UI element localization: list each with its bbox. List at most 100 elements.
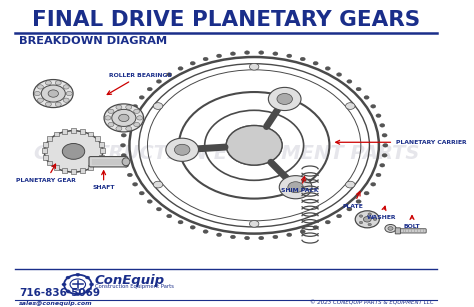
Circle shape: [55, 81, 61, 85]
Circle shape: [313, 61, 318, 65]
Circle shape: [380, 123, 385, 127]
Circle shape: [259, 236, 264, 240]
Ellipse shape: [122, 158, 130, 166]
Circle shape: [153, 103, 163, 109]
Circle shape: [388, 227, 393, 230]
Circle shape: [371, 104, 376, 108]
Circle shape: [380, 163, 385, 167]
Circle shape: [325, 220, 330, 224]
Circle shape: [108, 109, 114, 113]
FancyBboxPatch shape: [47, 161, 53, 165]
Circle shape: [134, 109, 140, 113]
Circle shape: [259, 51, 264, 54]
FancyBboxPatch shape: [95, 161, 100, 165]
Circle shape: [167, 214, 172, 218]
FancyBboxPatch shape: [99, 155, 104, 160]
Circle shape: [347, 80, 352, 83]
Circle shape: [55, 102, 61, 107]
Circle shape: [382, 154, 387, 157]
Circle shape: [300, 57, 305, 61]
Circle shape: [190, 61, 195, 65]
FancyBboxPatch shape: [95, 136, 100, 141]
Circle shape: [268, 87, 301, 111]
Circle shape: [364, 95, 369, 99]
Text: SHAFT: SHAFT: [92, 171, 115, 190]
Circle shape: [273, 235, 278, 239]
Circle shape: [64, 275, 91, 294]
FancyBboxPatch shape: [99, 142, 104, 147]
Circle shape: [34, 80, 73, 107]
Circle shape: [123, 163, 128, 167]
Circle shape: [325, 67, 330, 70]
Circle shape: [35, 91, 40, 96]
FancyBboxPatch shape: [43, 142, 48, 147]
Circle shape: [48, 90, 58, 97]
Circle shape: [112, 109, 136, 126]
Circle shape: [139, 95, 144, 99]
Circle shape: [126, 126, 132, 131]
FancyBboxPatch shape: [80, 129, 85, 134]
Circle shape: [364, 216, 371, 222]
Circle shape: [355, 211, 379, 228]
Circle shape: [382, 134, 387, 137]
FancyBboxPatch shape: [42, 148, 47, 153]
FancyBboxPatch shape: [397, 229, 426, 233]
Circle shape: [76, 293, 80, 296]
Circle shape: [277, 93, 292, 104]
Circle shape: [116, 105, 122, 109]
Text: PLANETARY CARRIER: PLANETARY CARRIER: [336, 140, 467, 145]
Circle shape: [190, 226, 195, 229]
FancyBboxPatch shape: [47, 136, 53, 141]
Text: 716-836-5069: 716-836-5069: [19, 288, 100, 298]
Circle shape: [127, 114, 132, 118]
Circle shape: [287, 54, 292, 58]
Circle shape: [46, 81, 51, 85]
Circle shape: [121, 154, 127, 157]
Circle shape: [167, 73, 172, 76]
Text: ROLLER BEARINGS: ROLLER BEARINGS: [107, 73, 172, 95]
Circle shape: [174, 144, 190, 155]
Circle shape: [116, 126, 122, 131]
Circle shape: [376, 114, 381, 118]
Circle shape: [37, 98, 44, 102]
Circle shape: [359, 221, 363, 224]
Circle shape: [383, 143, 388, 147]
Circle shape: [279, 176, 312, 199]
Circle shape: [166, 138, 199, 161]
Circle shape: [66, 91, 72, 96]
Circle shape: [245, 51, 250, 54]
Circle shape: [313, 226, 318, 229]
Circle shape: [376, 173, 381, 177]
Circle shape: [137, 116, 143, 120]
Circle shape: [226, 126, 282, 165]
Circle shape: [126, 105, 132, 109]
FancyBboxPatch shape: [62, 129, 67, 134]
Text: PLANETARY GEAR: PLANETARY GEAR: [17, 164, 76, 183]
Text: PLATE: PLATE: [343, 192, 364, 209]
FancyBboxPatch shape: [62, 168, 67, 173]
Circle shape: [127, 173, 132, 177]
Circle shape: [364, 191, 369, 195]
Circle shape: [346, 181, 355, 188]
Circle shape: [217, 54, 222, 58]
Circle shape: [147, 200, 152, 203]
Circle shape: [356, 87, 361, 91]
Circle shape: [66, 290, 70, 293]
Circle shape: [156, 80, 162, 83]
Circle shape: [66, 276, 70, 279]
Circle shape: [153, 181, 163, 188]
Circle shape: [230, 235, 236, 239]
Text: Construction Equipment Parts: Construction Equipment Parts: [95, 284, 174, 289]
Circle shape: [287, 233, 292, 237]
Circle shape: [300, 230, 305, 233]
Circle shape: [288, 182, 303, 193]
Circle shape: [118, 114, 129, 122]
Circle shape: [371, 182, 376, 186]
Circle shape: [46, 102, 51, 107]
Text: FINAL DRIVE PLANETARY GEARS: FINAL DRIVE PLANETARY GEARS: [32, 10, 420, 29]
Circle shape: [62, 283, 66, 286]
Circle shape: [85, 276, 90, 279]
FancyBboxPatch shape: [71, 169, 76, 174]
Circle shape: [230, 52, 236, 56]
FancyBboxPatch shape: [395, 228, 401, 234]
